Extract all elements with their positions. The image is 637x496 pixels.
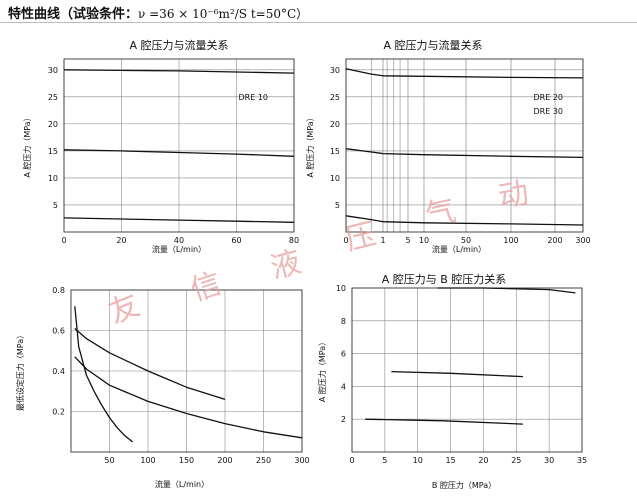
y-axis-label: A 腔压力（MPa） bbox=[22, 113, 32, 177]
x-tick-label: 150 bbox=[179, 456, 194, 465]
x-axis-label: 流量（L/min） bbox=[155, 479, 209, 489]
x-tick-label: 40 bbox=[174, 236, 184, 245]
chart-title: A 腔压力与流量关系 bbox=[383, 38, 482, 52]
x-tick-label: 100 bbox=[140, 456, 155, 465]
y-tick-label: 10 bbox=[336, 284, 346, 293]
y-tick-label: 6 bbox=[341, 350, 346, 359]
series-line-3 bbox=[63, 217, 295, 223]
x-axis-label: 流量（L/min） bbox=[432, 244, 486, 254]
x-tick-label: 30 bbox=[544, 456, 554, 465]
y-tick-label: 5 bbox=[335, 201, 340, 210]
plot-frame bbox=[345, 58, 584, 233]
x-tick-label: 5 bbox=[382, 456, 387, 465]
y-tick-label: 0.6 bbox=[52, 327, 65, 336]
series-line-3 bbox=[365, 418, 523, 425]
x-tick-label: 0 bbox=[349, 456, 354, 465]
x-axis-label: B 腔压力（MPa） bbox=[432, 480, 496, 490]
y-tick-label: 2 bbox=[341, 415, 346, 424]
series-annotation: DRE 20 bbox=[534, 93, 564, 102]
title-conditions: ν =36 × 10⁻⁶m²/S t=50°C） bbox=[138, 7, 309, 21]
x-axis-label: 流量（L/min） bbox=[152, 244, 206, 254]
y-tick-label: 8 bbox=[341, 317, 346, 326]
y-tick-label: 25 bbox=[330, 93, 340, 102]
y-tick-label: 15 bbox=[48, 147, 58, 156]
x-tick-label: 50 bbox=[461, 236, 471, 245]
y-tick-label: 30 bbox=[330, 66, 340, 75]
y-axis-label: A 腔压力（MPa） bbox=[317, 338, 327, 402]
y-tick-label: 0.2 bbox=[52, 408, 65, 417]
y-tick-label: 4 bbox=[341, 382, 346, 391]
plot-frame bbox=[351, 287, 583, 453]
page-title: 特性曲线（试验条件：ν =36 × 10⁻⁶m²/S t=50°C） bbox=[8, 3, 308, 22]
y-axis-label: 最低设定压力（MPa） bbox=[15, 331, 25, 411]
series-line-1 bbox=[63, 69, 295, 74]
series-annotation: DRE 10 bbox=[239, 93, 269, 102]
x-tick-label: 80 bbox=[289, 236, 299, 245]
x-tick-label: 300 bbox=[575, 236, 590, 245]
y-axis-label: A 腔压力（MPa） bbox=[305, 113, 315, 177]
y-tick-label: 5 bbox=[53, 201, 58, 210]
y-tick-label: 30 bbox=[48, 66, 58, 75]
y-tick-label: 10 bbox=[48, 174, 58, 183]
x-tick-label: 200 bbox=[217, 456, 232, 465]
x-tick-label: 15 bbox=[445, 456, 455, 465]
series-line-2 bbox=[391, 370, 523, 378]
x-tick-label: 50 bbox=[104, 456, 114, 465]
series-line-3 bbox=[345, 215, 584, 226]
x-tick-label: 250 bbox=[256, 456, 271, 465]
y-tick-label: 20 bbox=[48, 120, 58, 129]
y-tick-label: 0.8 bbox=[52, 286, 65, 295]
y-tick-label: 0.4 bbox=[52, 367, 65, 376]
x-tick-label: 20 bbox=[478, 456, 488, 465]
x-tick-label: 10 bbox=[413, 456, 423, 465]
x-tick-label: 0 bbox=[343, 236, 348, 245]
title-divider bbox=[0, 22, 637, 23]
y-tick-label: 25 bbox=[48, 93, 58, 102]
series-line-2 bbox=[345, 148, 584, 159]
x-tick-label: 5 bbox=[405, 236, 410, 245]
series-line-1 bbox=[437, 287, 576, 294]
series-annotation: DRE 30 bbox=[534, 107, 564, 116]
chart-title: A 腔压力与流量关系 bbox=[129, 38, 228, 52]
plot-frame bbox=[70, 289, 303, 453]
series-line-2 bbox=[74, 328, 226, 401]
series-line-2 bbox=[63, 149, 295, 157]
y-tick-label: 10 bbox=[330, 174, 340, 183]
x-tick-label: 200 bbox=[547, 236, 562, 245]
plot-frame bbox=[63, 58, 295, 233]
x-tick-label: 20 bbox=[116, 236, 126, 245]
x-tick-label: 35 bbox=[577, 456, 587, 465]
chart-title: A 腔压力与 B 腔压力关系 bbox=[382, 272, 507, 286]
x-tick-label: 10 bbox=[419, 236, 429, 245]
y-tick-label: 15 bbox=[330, 147, 340, 156]
x-tick-label: 100 bbox=[503, 236, 518, 245]
series-line-3 bbox=[74, 356, 303, 439]
series-line-1 bbox=[345, 68, 584, 79]
x-tick-label: 60 bbox=[231, 236, 241, 245]
title-main: 特性曲线（试验条件： bbox=[8, 7, 139, 22]
y-tick-label: 20 bbox=[330, 120, 340, 129]
x-tick-label: 0 bbox=[61, 236, 66, 245]
x-tick-label: 300 bbox=[294, 456, 309, 465]
x-tick-label: 25 bbox=[511, 456, 521, 465]
series-line-1 bbox=[74, 306, 134, 443]
x-tick-label: 1 bbox=[380, 236, 385, 245]
